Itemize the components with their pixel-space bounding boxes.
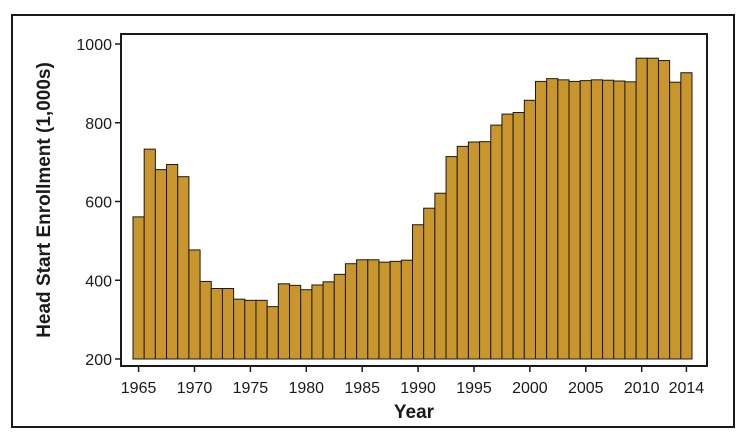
bars [132,57,693,360]
bar-1990 [412,224,425,360]
bar-1997 [490,124,503,360]
bar-1970 [188,249,201,360]
bar-1985 [356,259,369,360]
bar-1989 [400,259,414,360]
bar-1994 [456,145,469,360]
x-tick-label-1975: 1975 [233,380,269,397]
x-axis-title: Year [394,402,435,423]
bar-2012 [657,60,671,360]
bar-1980 [300,289,313,360]
bar-2013 [669,81,682,360]
bar-1998 [501,113,514,360]
bar-1971 [199,280,212,360]
bar-1977 [266,306,279,360]
bar-2008 [613,80,626,360]
x-tick-label-1970: 1970 [177,380,213,397]
bar-1986 [367,259,380,360]
bar-1983 [333,273,346,360]
y-tick-label-400: 400 [85,273,112,290]
x-tick-label-1990: 1990 [400,380,436,397]
bar-1991 [423,207,436,360]
y-axis-title: Head Start Enrollment (1,000s) [34,62,55,338]
x-tick-labels: 1965 1970 1975 1980 1985 1990 1995 2000 2005 2010… [121,380,705,397]
y-tick-labels: 200 400 600 800 1000 [76,37,112,369]
chart-frame [11,14,735,428]
bar-1966 [143,148,156,360]
bar-1972 [210,288,223,360]
bar-1968 [166,163,179,360]
bar-1979 [289,284,302,360]
bar-2000 [523,99,536,360]
bar-2009 [624,81,637,360]
bar-1975 [244,299,257,360]
bar-2004 [568,80,581,360]
bar-1965 [132,216,145,360]
x-tick-label-2010: 2010 [624,380,660,397]
bar-1969 [177,176,190,360]
bar-2002 [546,78,559,360]
bar-2003 [557,79,570,360]
bar-1981 [311,284,324,360]
y-tick-label-600: 600 [85,195,112,212]
x-tick-label-2014: 2014 [669,380,705,397]
bar-1995 [467,141,481,360]
x-tick-label-1965: 1965 [121,380,157,397]
bar-1988 [389,260,402,360]
bar-1993 [445,156,458,360]
plot-area-border [120,33,708,367]
bar-2011 [646,57,659,360]
bar-1984 [344,263,358,360]
bar-1992 [434,192,447,360]
x-tick-label-2005: 2005 [568,380,604,397]
bar-1978 [277,283,291,360]
x-tick-label-2000: 2000 [512,380,548,397]
bar-2014 [680,72,693,360]
bar-1976 [255,299,268,360]
bar-1982 [322,281,335,360]
x-tick-label-1980: 1980 [288,380,324,397]
bar-1987 [378,261,391,360]
bar-1973 [221,288,235,360]
bar-2007 [602,79,615,360]
bar-1999 [512,112,525,360]
bar-1967 [154,169,168,360]
y-tick-label-1000: 1000 [76,37,112,54]
x-tick-label-1995: 1995 [456,380,492,397]
bar-2005 [579,80,592,360]
bar-1974 [233,298,246,360]
bar-2001 [534,80,548,360]
y-tick-label-800: 800 [85,116,112,133]
x-tick-label-1985: 1985 [344,380,380,397]
y-tick-label-200: 200 [85,352,112,369]
bar-1996 [479,141,492,360]
bar-2006 [590,79,604,360]
bar-2010 [635,57,648,360]
